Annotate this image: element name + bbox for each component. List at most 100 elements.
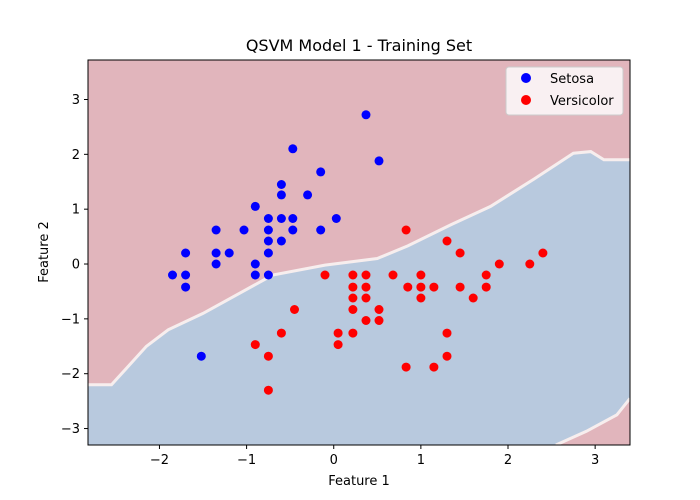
versicolor-point-32 xyxy=(250,340,260,350)
versicolor-point-29 xyxy=(320,270,330,280)
legend-marker-versicolor xyxy=(521,95,531,105)
setosa-point-11 xyxy=(250,270,260,280)
setosa-point-18 xyxy=(276,190,286,200)
y-axis-ticks: −3 −2 −1 0 1 2 3 xyxy=(61,93,88,437)
versicolor-point-38 xyxy=(401,362,411,372)
x-tick-label: −1 xyxy=(237,453,256,468)
setosa-corner-region xyxy=(555,398,630,445)
decision-boundary-line xyxy=(88,150,630,387)
x-tick-label: 3 xyxy=(591,453,599,468)
versicolor-point-1 xyxy=(442,236,452,246)
lower-decision-boundary-line xyxy=(555,397,630,445)
versicolor-region xyxy=(88,151,630,445)
versicolor-point-10 xyxy=(429,282,439,292)
legend-label-versicolor: Versicolor xyxy=(550,94,614,109)
versicolor-point-17 xyxy=(361,282,371,292)
x-axis-label: Feature 1 xyxy=(328,474,390,489)
versicolor-point-26 xyxy=(348,328,358,338)
x-tick-label: 0 xyxy=(330,453,338,468)
setosa-point-12 xyxy=(263,214,273,223)
versicolor-point-13 xyxy=(416,270,426,280)
versicolor-point-24 xyxy=(348,293,358,303)
versicolor-point-6 xyxy=(481,270,491,280)
setosa-point-14 xyxy=(263,236,273,246)
setosa-point-8 xyxy=(239,225,249,235)
setosa-point-25 xyxy=(316,167,326,177)
x-tick-label: 1 xyxy=(417,453,425,468)
setosa-point-5 xyxy=(211,248,221,258)
setosa-point-9 xyxy=(250,201,260,211)
y-axis-label: Feature 2 xyxy=(37,221,52,283)
versicolor-point-28 xyxy=(333,340,343,350)
versicolor-point-16 xyxy=(361,270,371,280)
data-points xyxy=(168,110,548,395)
y-tick-label: 3 xyxy=(72,93,80,108)
setosa-point-15 xyxy=(263,248,273,258)
versicolor-point-22 xyxy=(348,270,358,280)
versicolor-point-9 xyxy=(455,282,465,292)
decision-regions xyxy=(88,60,630,445)
setosa-point-24 xyxy=(303,190,313,200)
setosa-point-17 xyxy=(276,180,286,189)
versicolor-point-3 xyxy=(494,259,504,269)
setosa-point-23 xyxy=(288,225,298,235)
setosa-point-28 xyxy=(361,110,371,120)
versicolor-point-15 xyxy=(388,270,398,280)
setosa-point-1 xyxy=(181,248,191,258)
versicolor-point-31 xyxy=(276,328,286,338)
setosa-point-20 xyxy=(276,236,286,246)
y-tick-label: 1 xyxy=(72,203,80,218)
versicolor-point-11 xyxy=(416,282,426,292)
legend-label-setosa: Setosa xyxy=(550,72,594,87)
versicolor-point-34 xyxy=(263,385,273,395)
versicolor-point-27 xyxy=(333,328,343,338)
setosa-point-13 xyxy=(263,225,273,235)
versicolor-point-20 xyxy=(374,305,384,314)
versicolor-point-5 xyxy=(538,248,548,258)
setosa-point-2 xyxy=(181,270,191,280)
setosa-point-22 xyxy=(288,214,298,223)
legend: Setosa Versicolor xyxy=(505,66,624,116)
versicolor-point-21 xyxy=(374,316,384,325)
x-axis-ticks: −2 −1 0 1 2 3 xyxy=(150,445,599,468)
legend-box xyxy=(505,66,624,116)
versicolor-point-18 xyxy=(361,293,371,303)
y-tick-label: −1 xyxy=(61,312,80,327)
chart-title: QSVM Model 1 - Training Set xyxy=(246,36,472,55)
versicolor-point-7 xyxy=(481,282,491,292)
setosa-point-19 xyxy=(276,214,286,223)
x-tick-label: 2 xyxy=(504,453,512,468)
setosa-point-30 xyxy=(196,351,206,361)
versicolor-point-25 xyxy=(348,305,358,314)
y-tick-label: −2 xyxy=(61,367,80,382)
y-tick-label: 2 xyxy=(72,148,80,163)
setosa-point-10 xyxy=(250,259,260,269)
versicolor-point-8 xyxy=(468,293,478,303)
setosa-point-7 xyxy=(224,248,234,258)
x-tick-label: −2 xyxy=(150,453,169,468)
setosa-point-3 xyxy=(181,282,191,292)
setosa-point-16 xyxy=(263,270,273,280)
versicolor-point-36 xyxy=(442,351,452,361)
setosa-point-27 xyxy=(331,214,341,223)
setosa-point-21 xyxy=(288,144,298,154)
versicolor-point-35 xyxy=(442,328,452,338)
setosa-point-0 xyxy=(168,270,177,280)
versicolor-point-37 xyxy=(429,362,439,372)
versicolor-point-23 xyxy=(348,282,358,292)
y-tick-label: −3 xyxy=(61,422,80,437)
legend-marker-setosa xyxy=(521,73,531,83)
versicolor-point-12 xyxy=(416,293,426,303)
setosa-point-4 xyxy=(211,225,221,235)
setosa-point-26 xyxy=(316,225,326,235)
setosa-point-6 xyxy=(211,259,221,269)
versicolor-point-4 xyxy=(525,259,535,269)
versicolor-point-33 xyxy=(263,351,273,361)
versicolor-point-2 xyxy=(455,248,465,258)
versicolor-point-0 xyxy=(401,225,411,235)
setosa-point-29 xyxy=(374,156,384,166)
plot-area-frame xyxy=(87,59,631,446)
versicolor-point-14 xyxy=(403,282,413,292)
versicolor-point-30 xyxy=(290,305,299,314)
